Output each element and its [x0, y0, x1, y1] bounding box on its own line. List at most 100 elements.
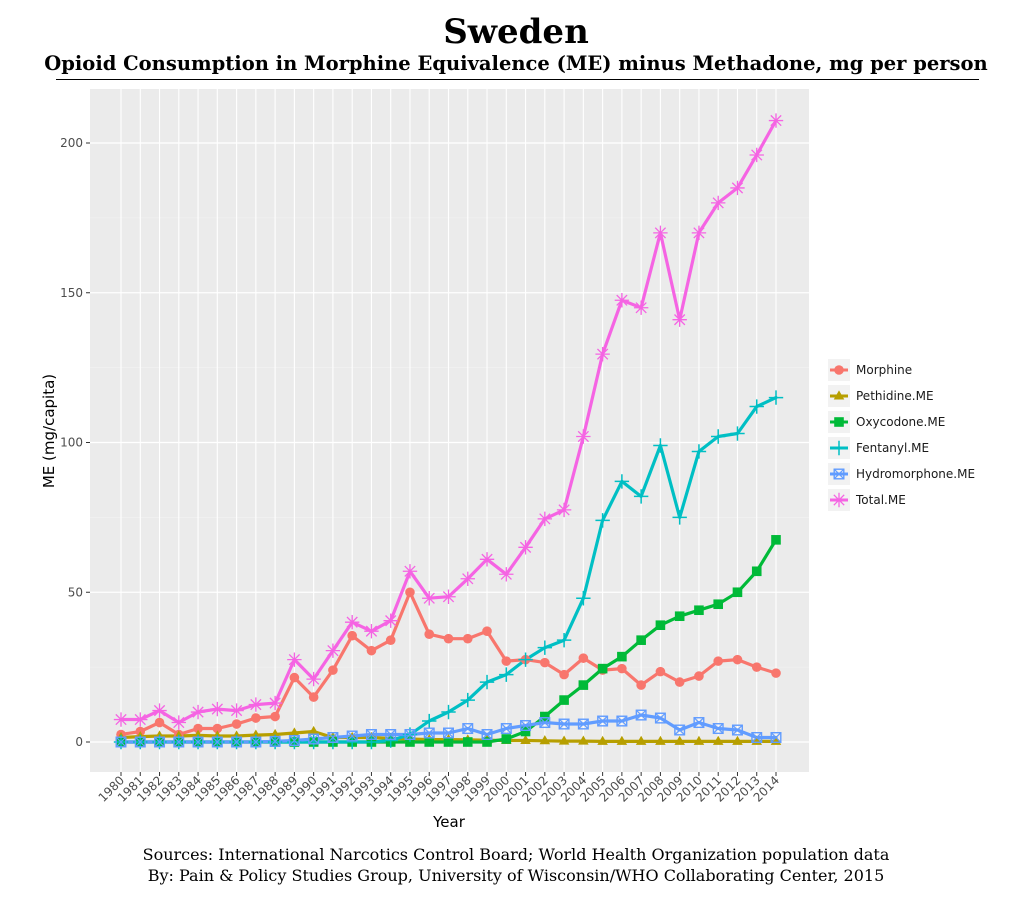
marker-square-cross-lines: [404, 729, 416, 740]
marker-square-cross-lines: [770, 732, 782, 743]
marker-circle: [482, 626, 492, 636]
marker-square-cross-lines: [135, 736, 146, 748]
marker-star: [653, 225, 668, 241]
marker-triangle: [597, 735, 608, 745]
marker-square: [636, 635, 646, 645]
marker-square-cross: [346, 730, 358, 742]
marker-star: [267, 695, 283, 711]
marker-triangle: [269, 728, 281, 738]
marker-triangle: [289, 727, 300, 737]
marker-circle: [328, 665, 338, 675]
marker-square-cross: [115, 736, 127, 748]
marker-square-cross: [520, 720, 532, 732]
y-tick-label: 150: [60, 286, 83, 300]
marker-square-cross-lines: [833, 468, 845, 480]
marker-plus: [595, 513, 610, 528]
marker-circle: [617, 663, 627, 674]
marker-plus: [768, 390, 784, 405]
marker-triangle: [308, 725, 319, 735]
marker-circle: [636, 680, 646, 690]
marker-plus: [383, 733, 398, 748]
credit-note: By: Pain & Policy Studies Group, Univers…: [147, 866, 885, 885]
marker-square-cross-lines: [597, 715, 608, 727]
legend-box: [826, 356, 976, 512]
marker-plus: [518, 652, 533, 667]
marker-star: [633, 300, 649, 315]
marker-star: [730, 180, 745, 196]
marker-circle: [559, 669, 569, 680]
marker-circle: [751, 662, 762, 672]
marker-square-cross-lines: [250, 736, 262, 748]
marker-square-cross: [616, 715, 628, 727]
marker-square-cross: [192, 736, 204, 748]
marker-triangle: [635, 735, 647, 745]
marker-square-cross: [423, 727, 435, 739]
y-axis-title: ME (mg/capita): [40, 374, 58, 488]
legend-label: Oxycodone.ME: [856, 415, 945, 429]
marker-square-cross-lines: [346, 730, 358, 742]
marker-plus: [614, 474, 630, 489]
marker-plus: [653, 438, 668, 453]
marker-triangle: [655, 735, 666, 745]
marker-square-cross-lines: [674, 724, 685, 736]
marker-square-cross: [539, 717, 551, 729]
marker-circle: [694, 671, 704, 681]
legend: Morphine Pethidine.ME Oxycodone.ME Fentanyl…: [826, 356, 976, 512]
marker-star: [306, 671, 321, 687]
marker-circle: [443, 633, 454, 644]
marker-square-cross-lines: [231, 736, 242, 748]
marker-plus: [556, 632, 572, 648]
legend-item-hydromorphone-me: Hydromorphone.ME: [828, 463, 975, 485]
marker-triangle: [520, 734, 531, 744]
marker-square-cross-lines: [366, 729, 377, 740]
y-tick-label: 200: [60, 136, 83, 150]
marker-square-cross: [674, 724, 686, 736]
marker-square-cross: [385, 729, 397, 741]
marker-plus: [749, 399, 764, 414]
marker-circle: [405, 587, 415, 598]
marker-square-cross-lines: [424, 727, 435, 739]
marker-triangle: [578, 735, 589, 745]
marker-circle: [193, 723, 203, 734]
marker-square-cross: [365, 729, 377, 741]
marker-star: [499, 567, 514, 582]
marker-square-cross: [635, 709, 647, 721]
legend-item-total-me: Total.ME: [828, 489, 906, 511]
marker-square-cross-lines: [443, 727, 454, 739]
marker-square-cross-lines: [173, 736, 185, 748]
marker-star: [691, 225, 707, 241]
marker-square-cross-lines: [520, 720, 531, 731]
marker-star: [537, 511, 553, 527]
marker-star: [556, 502, 572, 518]
marker-square: [617, 651, 627, 662]
marker-star: [344, 615, 360, 630]
marker-circle: [385, 635, 396, 645]
marker-star: [479, 552, 495, 567]
legend-label: Hydromorphone.ME: [856, 467, 975, 481]
marker-square-cross: [250, 736, 262, 748]
marker-square-cross: [654, 712, 666, 724]
marker-square-cross: [833, 468, 845, 480]
marker-star: [402, 564, 418, 579]
marker-square: [559, 695, 569, 705]
marker-square-cross-lines: [751, 732, 762, 743]
marker-square-cross: [462, 723, 474, 735]
marker-star: [152, 703, 167, 718]
marker-square-cross-lines: [308, 733, 319, 745]
marker-star: [595, 346, 610, 362]
marker-circle: [366, 645, 377, 656]
marker-circle: [251, 713, 261, 723]
marker-square-cross: [154, 736, 166, 748]
marker-square-cross: [288, 735, 300, 747]
marker-circle: [270, 711, 280, 722]
marker-star: [190, 704, 206, 720]
marker-square-cross: [481, 729, 493, 741]
marker-square-cross-lines: [462, 723, 473, 734]
marker-square-cross: [731, 724, 743, 736]
marker-star: [113, 712, 129, 727]
marker-star: [383, 613, 398, 628]
legend-item-fentanyl-me: Fentanyl.ME: [828, 437, 929, 459]
marker-square-cross-lines: [655, 712, 666, 724]
marker-star: [711, 195, 726, 211]
